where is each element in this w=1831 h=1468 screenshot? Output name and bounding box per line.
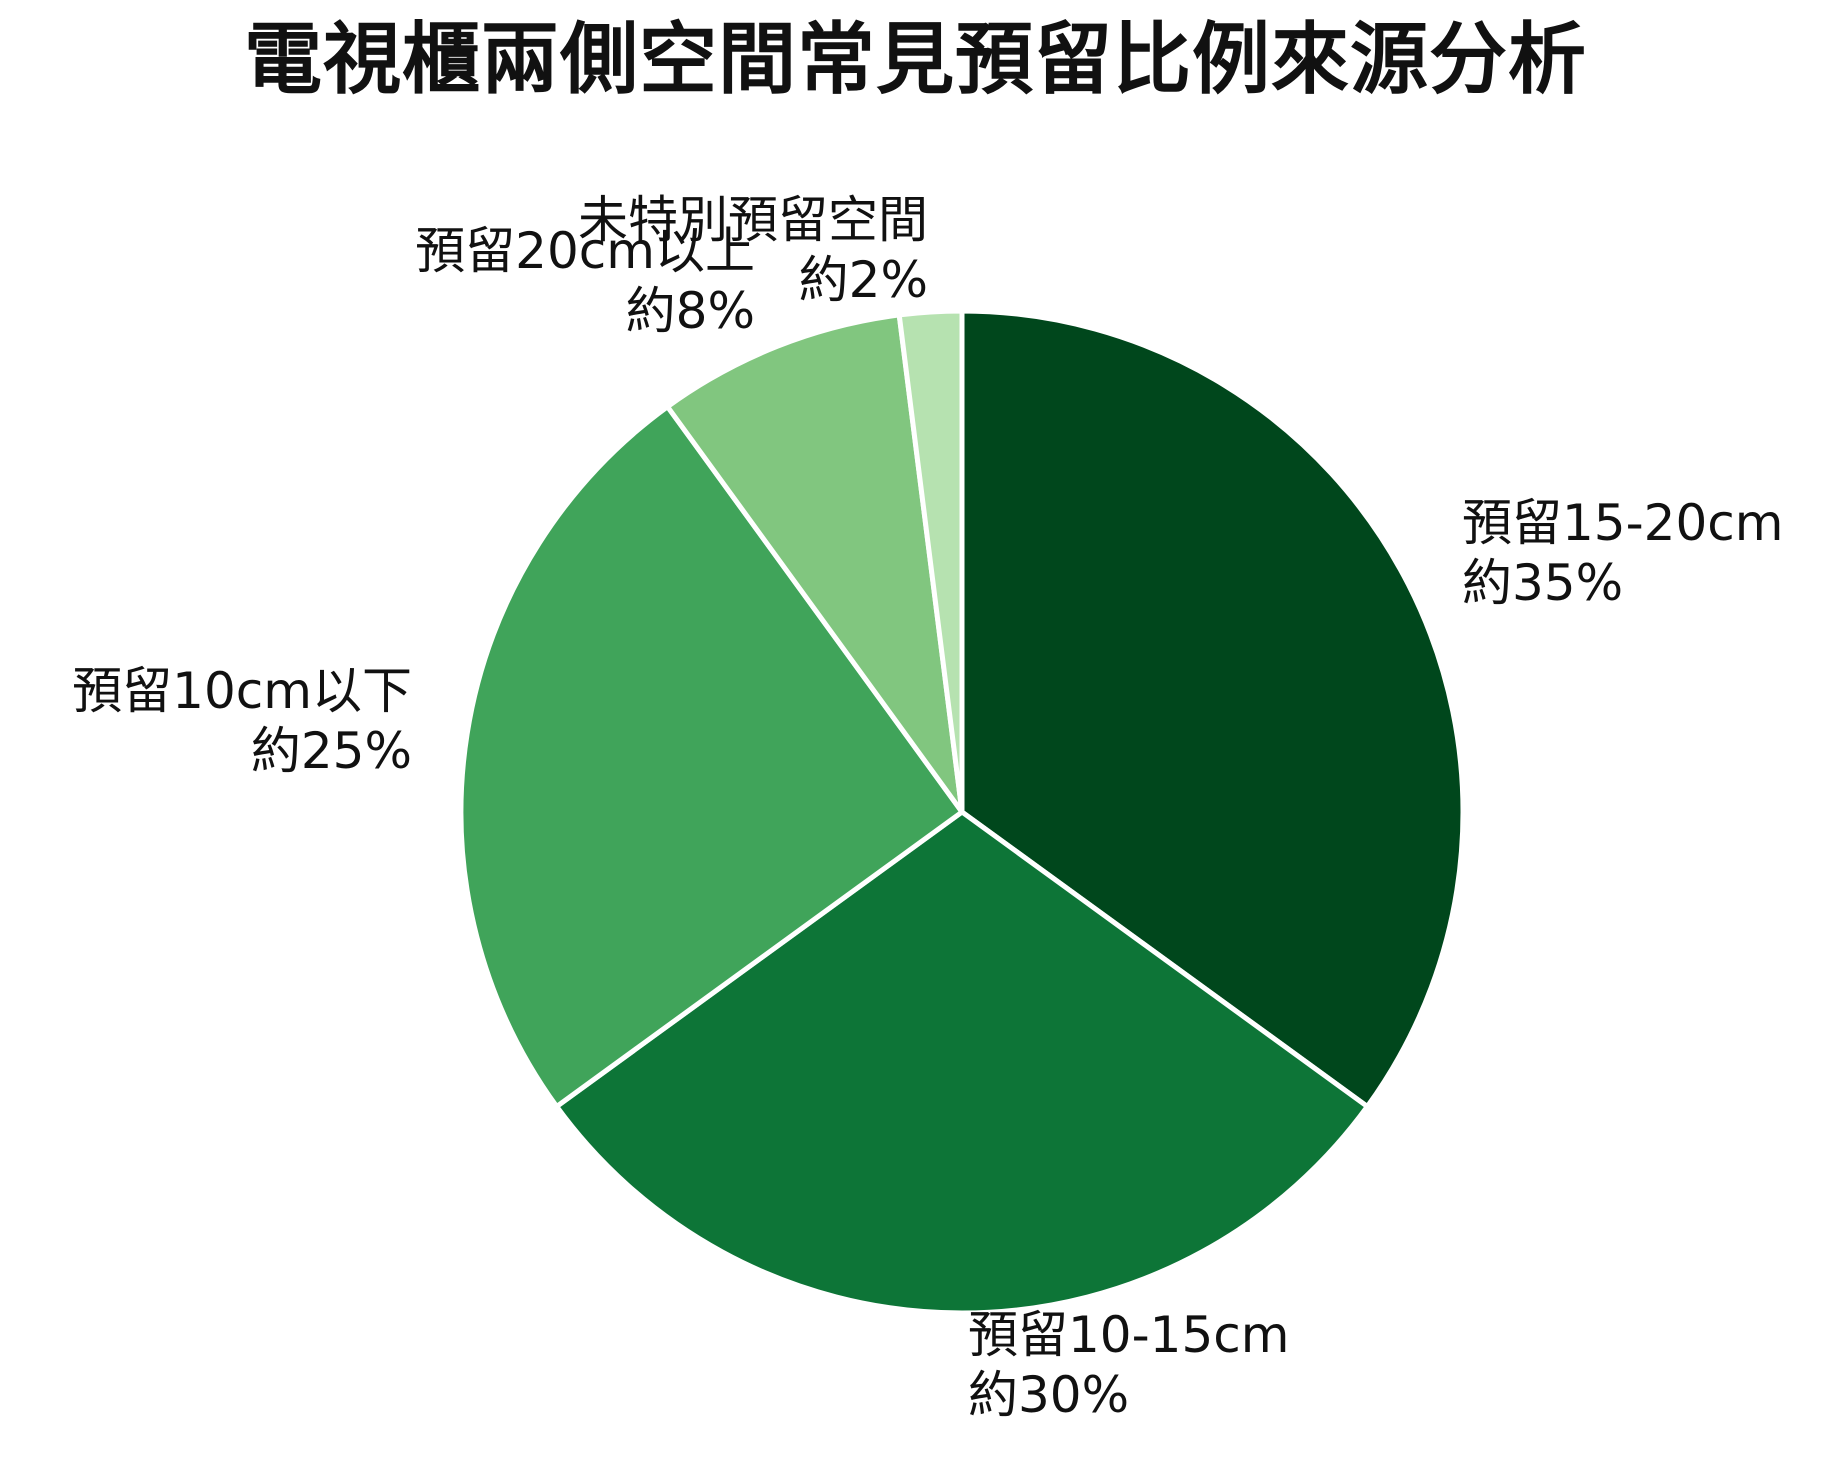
slice-value-label: 約2%: [799, 251, 928, 309]
pie-labels: 預留15-20cm 約35%預留10-15cm 約30%預留10cm以下約25%預留…: [72, 191, 1783, 1424]
pie-slice: [959, 308, 1466, 1109]
slice-category-label: 預留10-15cm: [968, 1306, 1289, 1364]
pie-slices: [458, 308, 1466, 1316]
slice-label: 預留10cm以下約25%: [72, 662, 412, 780]
slice-category-label: 未特別預留空間: [578, 191, 928, 249]
slice-category-label: 預留20cm以上: [415, 222, 755, 280]
pie-slice: [896, 308, 965, 815]
slice-category-label: 預留10cm以下: [72, 662, 412, 720]
slice-label: 預留15-20cm 約35%: [1462, 494, 1783, 612]
slice-category-label: 預留15-20cm: [1462, 494, 1783, 552]
pie-slice: [665, 312, 965, 815]
slice-label: 預留10-15cm 約30%: [968, 1306, 1289, 1424]
slice-value-label: 約8%: [626, 282, 755, 340]
pie-slice: [458, 404, 965, 1109]
slice-label: 預留20cm以上約8%: [415, 222, 755, 340]
chart-title: 電視櫃兩側空間常見預留比例來源分析: [243, 15, 1587, 105]
slice-value-label: 約35%: [1462, 554, 1623, 612]
slice-value-label: 約25%: [251, 722, 412, 780]
slice-label: 未特別預留空間約2%: [578, 191, 928, 309]
pie-slice: [554, 809, 1370, 1316]
slice-value-label: 約30%: [968, 1366, 1129, 1424]
